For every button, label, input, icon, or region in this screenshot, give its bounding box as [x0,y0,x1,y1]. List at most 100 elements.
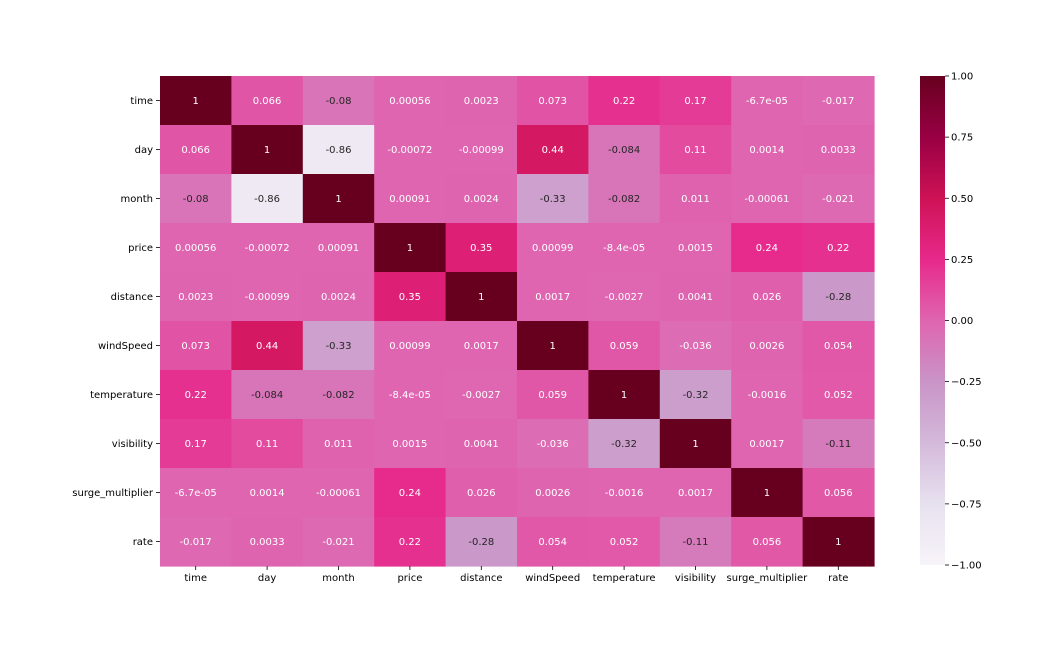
heatmap-cell-temperature-day [231,370,304,420]
cell-annotation-temperature-time: 0.22 [185,390,207,401]
cell-annotation-surge_multiplier-price: 0.24 [399,488,421,499]
heatmap-cells [160,76,875,567]
cell-annotation-surge_multiplier-distance: 0.026 [467,488,496,499]
heatmap-cell-time-surge_multiplier [731,76,804,126]
cell-annotation-visibility-month: 0.011 [324,439,353,450]
heatmap-cell-surge_multiplier-windSpeed [517,468,589,518]
heatmap-cell-distance-visibility [659,272,732,322]
heatmap-cell-surge_multiplier-day [231,468,304,518]
heatmap-cell-visibility-temperature [588,419,661,469]
heatmap-cell-distance-windSpeed [517,272,589,322]
heatmap-cell-price-time [160,223,232,273]
cell-annotation-month-month: 1 [335,194,341,205]
heatmap-cell-day-day [231,125,304,175]
heatmap-cell-visibility-rate [802,419,875,469]
heatmap-cell-price-distance [445,223,518,273]
cell-annotation-price-rate: 0.22 [827,243,849,254]
cell-annotation-temperature-surge_multiplier: -0.0016 [748,390,787,401]
cell-annotation-price-visibility: 0.0015 [678,243,713,254]
heatmap-cell-time-temperature [588,76,661,126]
heatmap-cell-rate-day [231,517,304,567]
heatmap-cell-month-time [160,174,232,224]
heatmap-cell-rate-rate [802,517,875,567]
cell-annotation-windSpeed-price: 0.00099 [389,341,430,352]
y-tick-label-windSpeed: windSpeed [98,341,153,352]
heatmap-cell-distance-day [231,272,304,322]
heatmap-cell-month-distance [445,174,518,224]
x-tick-label-rate: rate [828,573,848,584]
colorbar-tick-label: 1.00 [951,72,973,83]
y-tick-label-distance: distance [111,292,153,303]
cell-annotation-rate-time: -0.017 [180,537,212,548]
heatmap-cell-temperature-distance [445,370,518,420]
cell-annotation-visibility-time: 0.17 [185,439,207,450]
heatmap-cell-distance-distance [445,272,518,322]
cell-annotation-month-day: -0.86 [254,194,280,205]
cell-annotation-time-time: 1 [193,96,199,107]
heatmap-cell-visibility-distance [445,419,518,469]
cell-annotation-windSpeed-rate: 0.054 [824,341,853,352]
heatmap-cell-visibility-windSpeed [517,419,589,469]
heatmap-cell-temperature-surge_multiplier [731,370,804,420]
cell-annotation-price-surge_multiplier: 0.24 [756,243,778,254]
heatmap-cell-day-time [160,125,232,175]
colorbar-tick-label: 0.75 [951,133,973,144]
x-tick-label-price: price [397,573,422,584]
cell-annotation-day-visibility: 0.11 [684,145,706,156]
y-tick-label-visibility: visibility [112,439,153,450]
cell-annotation-visibility-temperature: -0.32 [611,439,637,450]
cell-annotation-price-month: 0.00091 [318,243,359,254]
x-axis-tick-labels: time day month price distance windSpeed temper… [184,566,848,584]
cell-annotation-month-distance: 0.0024 [464,194,499,205]
heatmap-cell-visibility-time [160,419,232,469]
heatmap-cell-distance-price [374,272,447,322]
cell-annotation-surge_multiplier-temperature: -0.0016 [605,488,644,499]
cell-annotation-price-distance: 0.35 [470,243,492,254]
heatmap-cell-temperature-windSpeed [517,370,589,420]
heatmap-cell-price-month [302,223,375,273]
colorbar-tick-label: −0.25 [951,377,982,388]
cell-annotation-distance-windSpeed: 0.0017 [535,292,570,303]
cell-annotation-visibility-windSpeed: -0.036 [537,439,569,450]
x-tick-label-day: day [258,573,276,584]
cell-annotation-temperature-day: -0.084 [251,390,283,401]
x-tick-label-windSpeed: windSpeed [525,573,580,584]
cell-annotation-time-distance: 0.0023 [464,96,499,107]
heatmap-cell-visibility-visibility [659,419,732,469]
cell-annotation-surge_multiplier-surge_multiplier: 1 [764,488,770,499]
cell-annotation-windSpeed-windSpeed: 1 [550,341,556,352]
heatmap-cell-time-month [302,76,375,126]
heatmap-cell-distance-time [160,272,232,322]
cell-annotation-distance-rate: -0.28 [825,292,851,303]
cell-annotation-price-price: 1 [407,243,413,254]
heatmap-cell-month-windSpeed [517,174,589,224]
heatmap-cell-time-time [160,76,232,126]
cell-annotation-visibility-rate: -0.11 [825,439,851,450]
cell-annotation-surge_multiplier-visibility: 0.0017 [678,488,713,499]
cell-annotation-rate-day: 0.0033 [250,537,285,548]
heatmap-cell-windSpeed-visibility [659,321,732,371]
heatmap-cell-distance-rate [802,272,875,322]
cell-annotation-price-day: -0.00072 [245,243,290,254]
heatmap-cell-windSpeed-time [160,321,232,371]
heatmap-cell-rate-distance [445,517,518,567]
colorbar-tick-label: −0.75 [951,499,982,510]
cell-annotation-distance-time: 0.0023 [178,292,213,303]
heatmap-cell-day-visibility [659,125,732,175]
cell-annotation-day-temperature: -0.084 [608,145,640,156]
cell-annotation-day-price: -0.00072 [387,145,432,156]
cell-annotation-windSpeed-time: 0.073 [181,341,210,352]
heatmap-cell-windSpeed-month [302,321,375,371]
cell-annotation-windSpeed-distance: 0.0017 [464,341,499,352]
heatmap-cell-month-price [374,174,447,224]
heatmap-cell-rate-visibility [659,517,732,567]
cell-annotation-distance-day: -0.00099 [245,292,290,303]
x-tick-label-distance: distance [460,573,502,584]
y-tick-label-surge_multiplier: surge_multiplier [72,488,154,499]
colorbar-tick-label: 0.25 [951,255,973,266]
cell-annotation-windSpeed-visibility: -0.036 [679,341,711,352]
cell-annotation-day-rate: 0.0033 [821,145,856,156]
x-tick-label-visibility: visibility [675,573,716,584]
cell-annotation-rate-windSpeed: 0.054 [538,537,567,548]
heatmap-cell-time-visibility [659,76,732,126]
